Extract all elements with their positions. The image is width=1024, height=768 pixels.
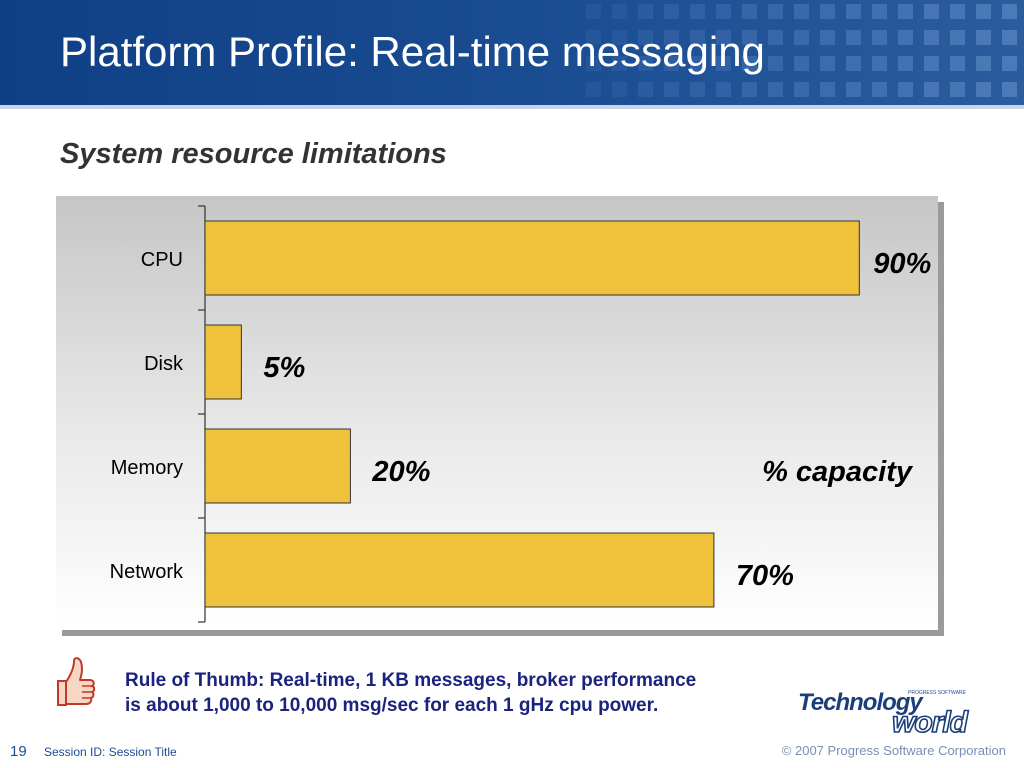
header-square	[1002, 30, 1017, 45]
category-label-disk: Disk	[144, 353, 184, 375]
header-square	[742, 82, 757, 97]
header-square	[846, 30, 861, 45]
header-square	[638, 4, 653, 19]
category-label-network: Network	[110, 561, 184, 583]
header-square	[690, 56, 705, 71]
header-square	[612, 82, 627, 97]
data-label-network: 70%	[736, 560, 794, 592]
header-square	[898, 82, 913, 97]
header-square	[612, 4, 627, 19]
header-square	[1002, 82, 1017, 97]
header-square	[1002, 4, 1017, 19]
rule-line-1: Rule of Thumb: Real-time, 1 KB messages,…	[125, 670, 697, 691]
slide-subtitle: System resource limitations	[60, 138, 447, 170]
chart-panel: CPU 90% Disk 5% Memory 20% Network 70% % capacit…	[56, 196, 938, 630]
header-square	[586, 30, 601, 45]
header-square	[742, 30, 757, 45]
header-square	[898, 4, 913, 19]
header-square	[794, 30, 809, 45]
header-square	[664, 56, 679, 71]
logo-technology-text: Technology	[798, 689, 924, 716]
header-square	[664, 30, 679, 45]
header-square	[586, 4, 601, 19]
header-square-pattern	[586, 4, 1017, 97]
rule-line-2: is about 1,000 to 10,000 msg/sec for eac…	[125, 695, 659, 716]
header-square	[768, 30, 783, 45]
header-square	[950, 82, 965, 97]
header-square	[794, 4, 809, 19]
header-square	[612, 30, 627, 45]
header-square	[820, 30, 835, 45]
header-square	[820, 4, 835, 19]
header-square	[716, 56, 731, 71]
header-square	[768, 4, 783, 19]
logo-world-text: world	[892, 706, 969, 736]
header-square	[768, 56, 783, 71]
category-label-cpu: CPU	[141, 249, 183, 271]
header-square	[898, 30, 913, 45]
header-square	[976, 56, 991, 71]
header-banner: Platform Profile: Real-time messaging	[0, 0, 1024, 105]
header-square	[924, 4, 939, 19]
header-square	[924, 56, 939, 71]
header-square	[638, 30, 653, 45]
header-square	[742, 56, 757, 71]
bar-cpu	[204, 220, 860, 296]
data-label-cpu: 90%	[873, 248, 931, 280]
header-square	[924, 30, 939, 45]
category-label-memory: Memory	[111, 457, 183, 479]
header-square	[846, 56, 861, 71]
header-square	[794, 56, 809, 71]
data-label-disk: 5%	[263, 352, 305, 384]
copyright-text: © 2007 Progress Software Corporation	[781, 743, 1006, 758]
bar-chart: CPU 90% Disk 5% Memory 20% Network 70% % capacit…	[110, 205, 931, 623]
bar-memory	[204, 428, 351, 504]
header-square	[638, 56, 653, 71]
header-square	[638, 82, 653, 97]
header-square	[950, 4, 965, 19]
header-square	[846, 4, 861, 19]
header-square	[820, 56, 835, 71]
rule-of-thumb-note: Rule of Thumb: Real-time, 1 KB messages,…	[125, 668, 696, 718]
header-square	[820, 82, 835, 97]
data-label-memory: 20%	[371, 456, 430, 488]
technology-world-logo: PROGRESS SOFTWARE Technology world	[798, 689, 970, 736]
bar-network	[204, 532, 715, 608]
header-square	[950, 56, 965, 71]
header-square	[690, 82, 705, 97]
header-square	[872, 30, 887, 45]
header-square	[664, 4, 679, 19]
header-square	[612, 56, 627, 71]
header-square	[690, 30, 705, 45]
slide-title: Platform Profile: Real-time messaging	[60, 28, 765, 75]
header-square	[976, 4, 991, 19]
header-square	[690, 4, 705, 19]
header-square	[976, 82, 991, 97]
bar-disk	[204, 324, 242, 400]
header-square	[872, 4, 887, 19]
header-square	[768, 82, 783, 97]
header-square	[924, 82, 939, 97]
capacity-annotation: % capacity	[762, 456, 914, 488]
header-square	[716, 82, 731, 97]
header-square	[976, 30, 991, 45]
page-number: 19	[10, 743, 27, 760]
thumbs-up-icon	[57, 657, 96, 706]
header-square	[586, 82, 601, 97]
header-square	[950, 30, 965, 45]
header-square	[1002, 56, 1017, 71]
header-square	[664, 82, 679, 97]
header-square	[872, 82, 887, 97]
header-square	[716, 30, 731, 45]
header-square	[794, 82, 809, 97]
header-square	[846, 82, 861, 97]
header-square	[898, 56, 913, 71]
header-square	[716, 4, 731, 19]
header-square	[742, 4, 757, 19]
session-title: Session ID: Session Title	[44, 745, 177, 759]
header-divider	[0, 105, 1024, 109]
logo-progress-text: PROGRESS SOFTWARE	[908, 690, 967, 696]
header-square	[872, 56, 887, 71]
header-square	[586, 56, 601, 71]
